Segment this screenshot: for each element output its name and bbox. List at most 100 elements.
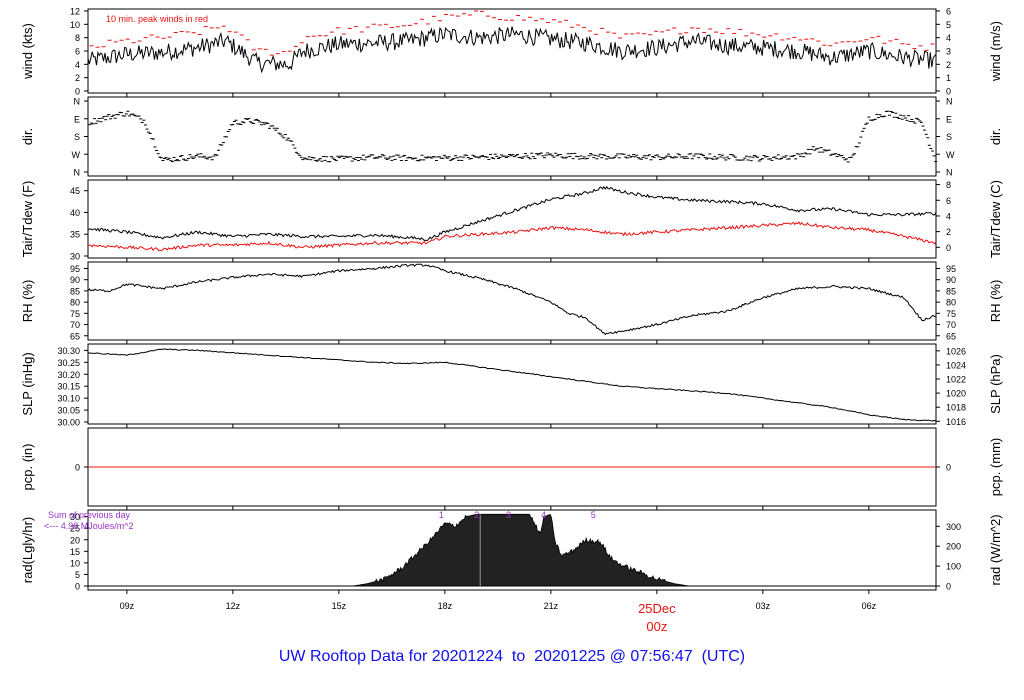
y-axis-title-right: Tair/Tdew (C) — [988, 180, 1003, 258]
x-tick-label: 15z — [332, 601, 347, 611]
y-tick-label-left: 80 — [70, 298, 80, 308]
y-tick-label-left: 0 — [75, 87, 80, 97]
y-tick-label-right: N — [946, 97, 953, 107]
y-tick-label-right: W — [946, 150, 955, 160]
x-tick-label: 03z — [756, 601, 771, 611]
y-tick-label-left: S — [74, 132, 80, 142]
y-axis-title-left: Tair/Tdew (F) — [20, 181, 35, 258]
y-tick-label-left: 30.00 — [57, 418, 80, 428]
y-tick-label-right: N — [946, 168, 953, 178]
series-line-2 — [87, 221, 937, 252]
y-tick-label-left: 20 — [70, 535, 80, 545]
series-line-1 — [87, 263, 937, 336]
y-tick-label-left: 12 — [70, 7, 80, 17]
x-tick-label: 21z — [544, 601, 559, 611]
panel-frame — [87, 8, 937, 94]
y-axis-title-left: RH (%) — [20, 280, 35, 323]
x-tick-label: 18z — [438, 601, 453, 611]
y-tick-label-left: 8 — [75, 33, 80, 43]
y-tick-label-right: 1 — [946, 73, 951, 83]
y-tick-label-right: 2 — [946, 227, 951, 237]
y-tick-label-right: 200 — [946, 542, 961, 552]
x-tick-label: 12z — [226, 601, 241, 611]
y-axis-title-left: rad(Lgly/hr) — [20, 517, 35, 583]
y-tick-label-left: 30 — [70, 512, 80, 522]
y-tick-label-left: E — [74, 114, 80, 124]
y-tick-label-left: 25 — [70, 524, 80, 534]
y-tick-label-left: 0 — [75, 463, 80, 473]
y-tick-label-left: 15 — [70, 547, 80, 557]
y-tick-label-right: 65 — [946, 331, 956, 341]
y-tick-label-left: 30.25 — [57, 358, 80, 368]
y-axis-title-left: SLP (inHg) — [20, 352, 35, 415]
hour-marker-label: 4 — [541, 510, 546, 520]
y-axis-title-right: wind (m/s) — [988, 21, 1003, 82]
y-tick-label-left: 10 — [70, 20, 80, 30]
y-tick-label-right: 300 — [946, 522, 961, 532]
y-axis-title-right: RH (%) — [988, 280, 1003, 323]
y-tick-label-left: 30.20 — [57, 370, 80, 380]
y-tick-label-right: 6 — [946, 7, 951, 17]
series-line-1 — [87, 348, 937, 422]
panel-frame — [87, 96, 937, 177]
y-tick-label-left: 30.05 — [57, 406, 80, 416]
y-tick-label-left: 4 — [75, 60, 80, 70]
y-tick-label-right: S — [946, 132, 952, 142]
y-tick-label-left: 30.30 — [57, 346, 80, 356]
date-label: 25Dec — [638, 601, 676, 616]
series-line-1 — [87, 26, 937, 74]
y-tick-label-right: 0 — [946, 463, 951, 473]
hour-marker-label: 5 — [591, 510, 596, 520]
y-tick-label-right: 1024 — [946, 360, 966, 370]
y-tick-label-right: 70 — [946, 320, 956, 330]
y-axis-title-right: pcp. (mm) — [988, 438, 1003, 497]
y-tick-label-left: 85 — [70, 286, 80, 296]
y-tick-label-right: 75 — [946, 309, 956, 319]
y-tick-label-left: 30.15 — [57, 382, 80, 392]
panel-frame — [87, 509, 937, 591]
y-tick-label-right: 0 — [946, 87, 951, 97]
y-tick-label-right: 85 — [946, 286, 956, 296]
y-tick-label-right: 5 — [946, 20, 951, 30]
y-axis-title-right: dir. — [988, 128, 1003, 145]
y-tick-label-right: E — [946, 114, 952, 124]
x-tick-label: 00z — [646, 619, 667, 634]
radiation-sum-value: <--- 4.98 MJoules/m^2 — [44, 521, 134, 531]
y-tick-label-left: 65 — [70, 331, 80, 341]
y-tick-label-left: N — [74, 97, 81, 107]
y-tick-label-left: 6 — [75, 47, 80, 57]
y-tick-label-left: 2 — [75, 73, 80, 83]
hour-marker-label: 1 — [439, 510, 444, 520]
y-axis-title-left: pcp. (in) — [20, 444, 35, 491]
y-tick-label-right: 80 — [946, 298, 956, 308]
radiation-sum-label: Sum of previous day — [48, 510, 131, 520]
x-tick-label: 06z — [862, 601, 877, 611]
y-tick-label-left: N — [74, 168, 81, 178]
y-axis-title-right: rad (W/m^2) — [988, 514, 1003, 585]
y-tick-label-left: 5 — [75, 570, 80, 580]
x-tick-label: 09z — [120, 601, 135, 611]
y-tick-label-right: 6 — [946, 196, 951, 206]
hour-marker-label: 3 — [506, 510, 511, 520]
y-tick-label-right: 1018 — [946, 403, 966, 413]
footer-title: UW Rooftop Data for 20201224 to 20201225… — [278, 648, 746, 665]
y-tick-label-right: 4 — [946, 211, 951, 221]
y-tick-label-right: 90 — [946, 275, 956, 285]
y-tick-label-right: 1016 — [946, 417, 966, 427]
x-axis-labels: 09z 12z 15z 18z 21z 00z 03z 06z 25Dec — [120, 601, 877, 634]
panel-frame — [87, 261, 937, 341]
y-tick-label-left: 90 — [70, 275, 80, 285]
y-tick-label-right: 0 — [946, 582, 951, 592]
y-tick-label-left: 10 — [70, 558, 80, 568]
y-tick-label-right: 3 — [946, 47, 951, 57]
y-tick-label-right: 8 — [946, 180, 951, 190]
y-tick-label-left: 40 — [70, 208, 80, 218]
panel-frame — [87, 343, 937, 425]
wind-annotation: 10 min. peak winds in red — [106, 14, 208, 24]
y-tick-label-left: 45 — [70, 186, 80, 196]
y-tick-label-right: 1020 — [946, 389, 966, 399]
